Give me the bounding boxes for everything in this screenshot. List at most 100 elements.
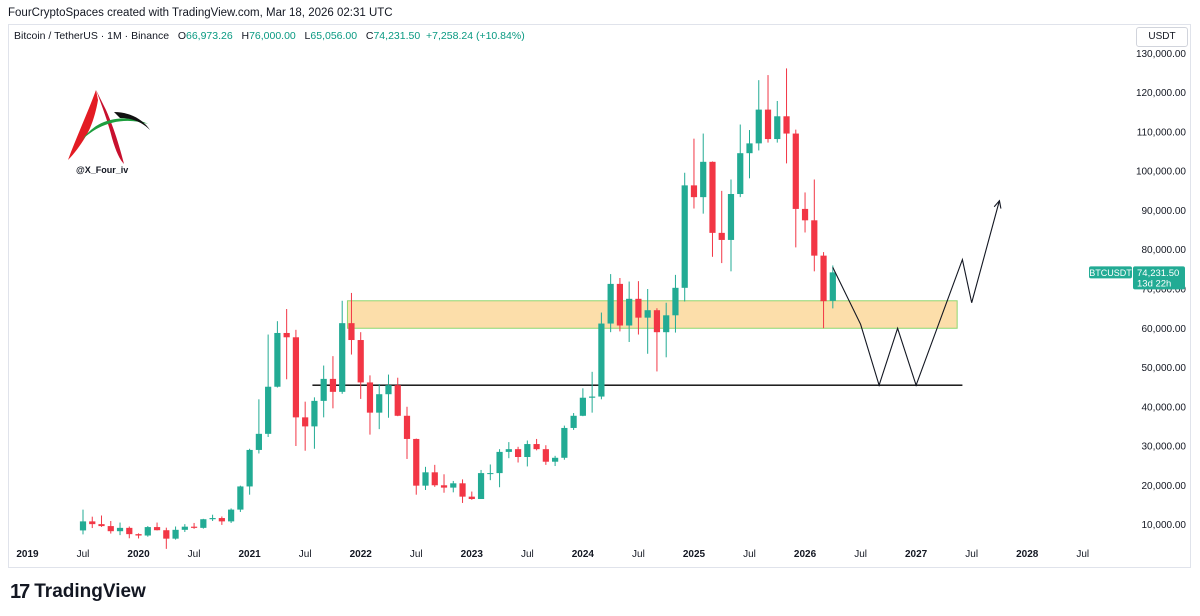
- candle-body[interactable]: [635, 298, 642, 318]
- candle-body[interactable]: [496, 451, 503, 474]
- candle-body[interactable]: [644, 310, 651, 318]
- candle-body[interactable]: [339, 323, 346, 392]
- candle-body[interactable]: [181, 526, 188, 530]
- candle-body[interactable]: [200, 519, 207, 528]
- candle-body[interactable]: [589, 396, 596, 398]
- candle-body[interactable]: [440, 485, 448, 488]
- candle-body[interactable]: [172, 529, 179, 539]
- candle-body[interactable]: [255, 433, 262, 450]
- candle-body[interactable]: [755, 109, 762, 144]
- candle-body[interactable]: [607, 283, 614, 324]
- legend-change: +7,258.24 (+10.84%): [426, 30, 525, 42]
- candle-body[interactable]: [107, 526, 114, 532]
- candle-body[interactable]: [376, 394, 383, 413]
- tradingview-footer[interactable]: 17 TradingView: [10, 580, 146, 604]
- candle-body[interactable]: [311, 400, 318, 427]
- candle-body[interactable]: [385, 385, 392, 395]
- candle-body[interactable]: [487, 473, 494, 475]
- candle-body[interactable]: [737, 153, 744, 195]
- author-handle: @X_Four_iv: [76, 165, 129, 175]
- candle-body[interactable]: [792, 133, 799, 209]
- candle-body[interactable]: [394, 385, 401, 416]
- candle-body[interactable]: [663, 315, 670, 333]
- candle-body[interactable]: [292, 337, 300, 418]
- candle-body[interactable]: [746, 143, 753, 154]
- candle-body[interactable]: [672, 287, 679, 316]
- candle-body[interactable]: [283, 332, 290, 338]
- candle-body[interactable]: [468, 496, 475, 500]
- candle-body[interactable]: [413, 438, 420, 486]
- candle-body[interactable]: [801, 208, 809, 221]
- candle-body[interactable]: [348, 323, 355, 341]
- author-logo-icon: [62, 82, 158, 178]
- candle-body[interactable]: [218, 518, 225, 522]
- candle-body[interactable]: [274, 332, 281, 387]
- candle-body[interactable]: [811, 220, 818, 256]
- candle-body[interactable]: [829, 272, 836, 301]
- y-axis-tick-label: 110,000.00: [1137, 127, 1187, 138]
- price-unit-selector[interactable]: USDT: [1136, 27, 1188, 47]
- candle-body[interactable]: [709, 161, 716, 233]
- candle-body[interactable]: [209, 518, 216, 520]
- candle-body[interactable]: [579, 397, 586, 416]
- candle-body[interactable]: [820, 255, 827, 302]
- candle-body[interactable]: [89, 521, 96, 525]
- last-price-label: 74,231.50: [1137, 268, 1179, 279]
- candle-body[interactable]: [144, 527, 151, 536]
- support-zone-rect[interactable]: [346, 300, 958, 329]
- candle-body[interactable]: [653, 310, 661, 333]
- y-axis-tick-label: 70,000.00: [1142, 285, 1187, 296]
- candle-body[interactable]: [357, 340, 364, 383]
- candle-body[interactable]: [598, 323, 605, 397]
- candle-body[interactable]: [514, 449, 522, 458]
- candle-body[interactable]: [153, 527, 161, 531]
- candle-body[interactable]: [764, 109, 772, 140]
- candle-body[interactable]: [135, 534, 142, 536]
- candle-body[interactable]: [98, 524, 105, 527]
- candle-body[interactable]: [116, 527, 124, 532]
- y-axis-tick-label: 120,000.00: [1136, 88, 1186, 99]
- candle-body[interactable]: [533, 444, 540, 450]
- candle-body[interactable]: [570, 415, 577, 428]
- x-axis-tick-label: 2023: [461, 549, 484, 560]
- candle-body[interactable]: [616, 283, 624, 326]
- candle-body[interactable]: [329, 378, 337, 392]
- candle-body[interactable]: [126, 527, 133, 535]
- candle-body[interactable]: [459, 483, 466, 497]
- legend-high-label: H: [241, 30, 250, 42]
- candle-body[interactable]: [727, 194, 735, 240]
- candle-body[interactable]: [422, 472, 429, 486]
- candle-body[interactable]: [626, 298, 633, 326]
- candle-body[interactable]: [690, 185, 698, 198]
- candle-body[interactable]: [774, 116, 781, 140]
- candle-body[interactable]: [403, 415, 411, 439]
- legend-low-value: 65,056.00: [310, 30, 358, 42]
- candle-body[interactable]: [431, 472, 438, 486]
- candle-body[interactable]: [302, 417, 309, 427]
- projection-path[interactable]: [832, 200, 1000, 388]
- candle-body[interactable]: [524, 444, 531, 458]
- candle-body[interactable]: [79, 521, 87, 531]
- candle-body[interactable]: [718, 232, 725, 240]
- candle-body[interactable]: [783, 116, 790, 134]
- candle-body[interactable]: [163, 530, 170, 539]
- legend-open-value: 66,973.26: [185, 30, 233, 42]
- candle-body[interactable]: [477, 473, 485, 500]
- candle-body[interactable]: [561, 427, 568, 458]
- candle-body[interactable]: [552, 457, 559, 462]
- candle-body[interactable]: [542, 449, 549, 462]
- candle-body[interactable]: [450, 483, 457, 488]
- candle-body[interactable]: [228, 509, 235, 522]
- candle-body[interactable]: [320, 378, 327, 401]
- candle-body[interactable]: [246, 449, 253, 487]
- candle-body[interactable]: [505, 449, 512, 452]
- x-axis-tick-label: Jul: [632, 549, 645, 560]
- candle-body[interactable]: [190, 526, 198, 528]
- candle-body[interactable]: [700, 161, 707, 198]
- candle-body[interactable]: [265, 386, 272, 434]
- candle-body[interactable]: [366, 382, 374, 413]
- symbol-tag-bg: [1089, 266, 1132, 279]
- candle-body[interactable]: [681, 185, 688, 288]
- candle-body[interactable]: [237, 486, 244, 510]
